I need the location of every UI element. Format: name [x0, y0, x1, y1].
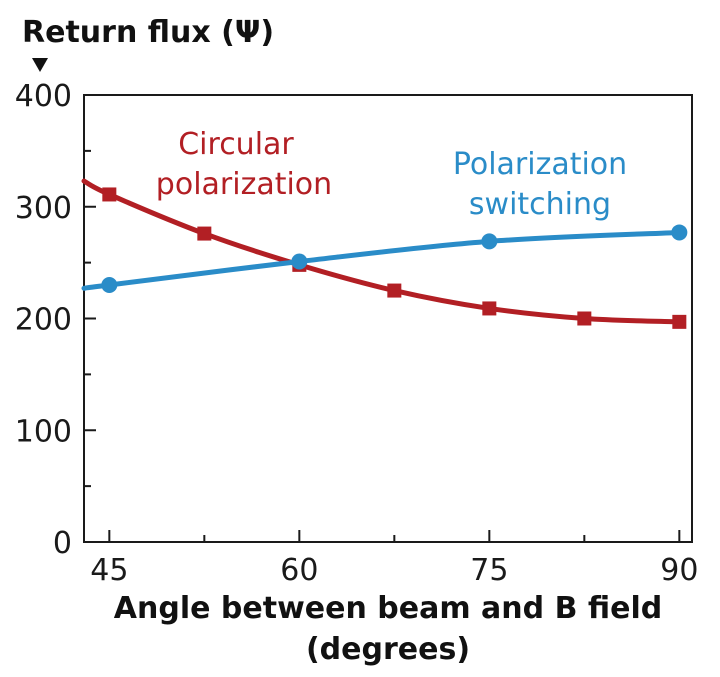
x-axis-title: Angle between beam and B field — [114, 591, 662, 626]
data-point-circular-45 — [102, 187, 117, 202]
y-axis-title: Return flux (Ψ) — [22, 15, 274, 50]
data-point-circular-52.5 — [197, 226, 212, 241]
data-point-circular-90 — [672, 314, 687, 329]
y-axis-arrow-icon — [32, 58, 48, 72]
data-markers — [101, 187, 688, 329]
x-tick-label-60: 60 — [280, 553, 318, 588]
data-point-switching-75 — [481, 233, 498, 250]
data-point-switching-60 — [291, 253, 308, 270]
x-tick-label-75: 75 — [470, 553, 508, 588]
x-tick-label-90: 90 — [660, 553, 698, 588]
series-line-circular-polarization — [81, 178, 682, 325]
y-tick-label-200: 200 — [15, 303, 72, 338]
y-tick-label-100: 100 — [15, 414, 72, 449]
series-line-polarization-switching — [81, 229, 682, 291]
data-point-circular-82.5 — [577, 311, 592, 326]
y-tick-label-0: 0 — [53, 526, 72, 561]
series-label-circular-line1: Circular — [178, 127, 294, 162]
data-point-switching-45 — [101, 276, 118, 293]
series-label-switching-line1: Polarization — [453, 147, 627, 182]
data-point-circular-75 — [482, 301, 497, 316]
tick-marks — [84, 149, 681, 542]
series-label-circular-line2: polarization — [156, 167, 332, 202]
data-point-switching-90 — [671, 224, 688, 241]
x-axis-title-units: (degrees) — [306, 632, 470, 667]
y-tick-label-300: 300 — [15, 191, 72, 226]
y-tick-label-400: 400 — [15, 79, 72, 114]
series-label-switching-line2: switching — [469, 187, 611, 222]
data-point-circular-67.5 — [387, 283, 402, 298]
x-tick-label-45: 45 — [90, 553, 128, 588]
